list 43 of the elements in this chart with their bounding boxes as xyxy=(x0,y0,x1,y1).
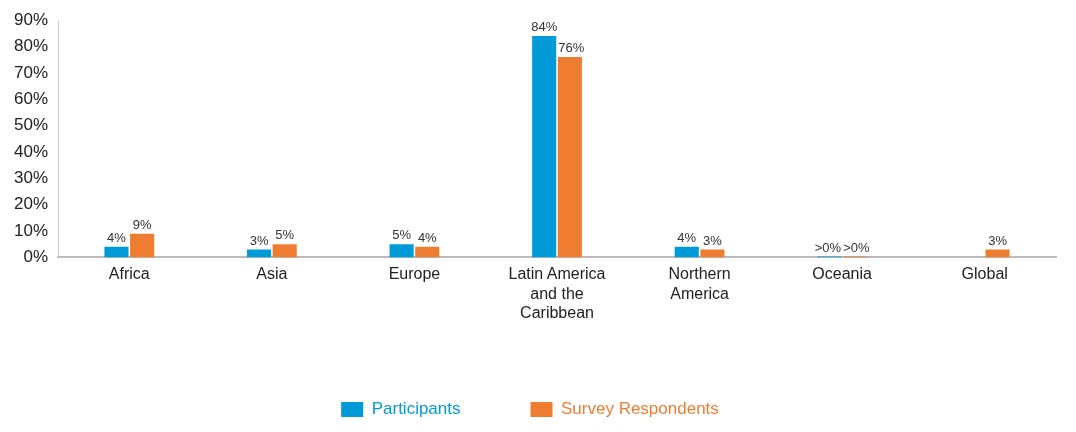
y-tick-label: 30% xyxy=(13,168,49,188)
data-label: 4% xyxy=(417,229,438,245)
x-tick-label: Northern America xyxy=(668,265,731,302)
x-tick-label: Oceania xyxy=(812,265,873,283)
data-label: 76% xyxy=(558,40,585,56)
data-label: 3% xyxy=(249,232,269,248)
y-tick-label: 40% xyxy=(13,141,49,161)
legend-label: Participants xyxy=(371,399,461,419)
x-tick-label: Africa xyxy=(108,265,150,283)
x-tick-label: Latin America and the Caribbean xyxy=(508,265,606,321)
x-tick-label: Asia xyxy=(256,265,288,283)
data-label: >0% xyxy=(814,239,842,255)
bar xyxy=(246,249,272,258)
bar xyxy=(532,36,557,258)
bar xyxy=(700,249,725,258)
data-label: >0% xyxy=(843,239,870,255)
y-tick-label: 60% xyxy=(13,88,49,108)
bar xyxy=(104,246,129,258)
x-tick-label: Global xyxy=(961,265,1008,283)
data-label: 84% xyxy=(531,19,558,35)
y-tick-label: 20% xyxy=(13,194,49,214)
y-tick-label: 80% xyxy=(13,36,49,56)
data-label: 5% xyxy=(275,227,295,243)
data-label: 3% xyxy=(703,232,723,248)
y-tick-label: 90% xyxy=(13,9,49,29)
bar xyxy=(415,246,440,258)
data-label: 4% xyxy=(107,229,127,245)
y-tick-label: 50% xyxy=(13,115,49,135)
data-label: 9% xyxy=(132,216,152,232)
bar xyxy=(389,244,414,258)
x-tick-label: Europe xyxy=(388,265,441,283)
bar xyxy=(985,249,1010,258)
data-label: 5% xyxy=(392,227,412,243)
bar xyxy=(272,244,297,258)
y-tick-label: 10% xyxy=(13,220,49,240)
y-tick-label: 0% xyxy=(23,247,49,267)
bar xyxy=(674,246,699,258)
data-label: 3% xyxy=(988,232,1008,248)
legend-label: Survey Respondents xyxy=(561,399,719,419)
y-tick-label: 70% xyxy=(13,62,49,82)
bar xyxy=(130,233,155,258)
bar xyxy=(557,57,582,258)
data-label: 4% xyxy=(677,229,697,245)
